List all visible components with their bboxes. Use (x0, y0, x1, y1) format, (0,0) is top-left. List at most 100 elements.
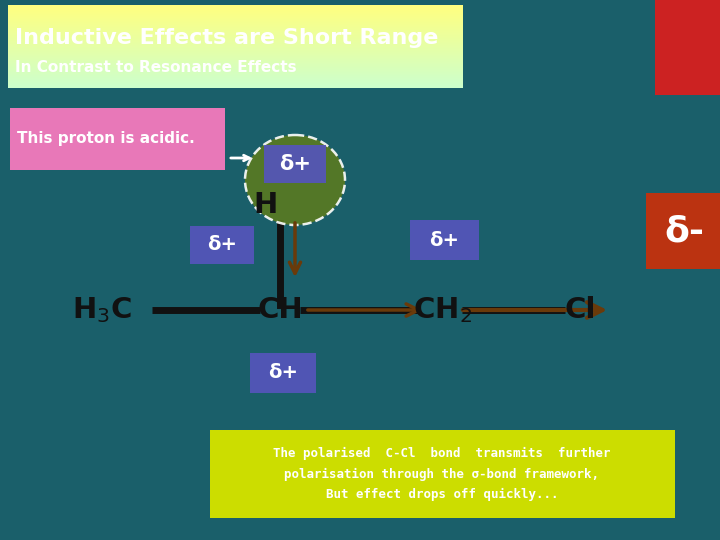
Text: δ+: δ+ (268, 363, 298, 382)
FancyBboxPatch shape (8, 27, 463, 28)
FancyBboxPatch shape (8, 75, 463, 76)
FancyBboxPatch shape (8, 14, 463, 15)
FancyBboxPatch shape (8, 9, 463, 10)
FancyBboxPatch shape (8, 59, 463, 60)
FancyBboxPatch shape (8, 77, 463, 78)
FancyBboxPatch shape (8, 46, 463, 47)
FancyBboxPatch shape (8, 85, 463, 86)
FancyBboxPatch shape (8, 63, 463, 64)
FancyBboxPatch shape (8, 55, 463, 56)
Text: CH: CH (257, 296, 303, 324)
FancyBboxPatch shape (8, 33, 463, 34)
FancyBboxPatch shape (8, 32, 463, 33)
FancyBboxPatch shape (8, 53, 463, 54)
FancyBboxPatch shape (8, 68, 463, 69)
FancyBboxPatch shape (8, 71, 463, 72)
FancyBboxPatch shape (8, 47, 463, 48)
FancyBboxPatch shape (8, 15, 463, 16)
FancyBboxPatch shape (8, 29, 463, 30)
FancyBboxPatch shape (8, 12, 463, 13)
FancyBboxPatch shape (10, 108, 225, 170)
FancyBboxPatch shape (8, 64, 463, 65)
FancyBboxPatch shape (8, 84, 463, 85)
FancyBboxPatch shape (8, 34, 463, 35)
Text: Cl: Cl (564, 296, 595, 324)
FancyBboxPatch shape (8, 82, 463, 83)
FancyBboxPatch shape (8, 25, 463, 26)
FancyBboxPatch shape (8, 10, 463, 11)
FancyBboxPatch shape (8, 83, 463, 84)
FancyBboxPatch shape (8, 80, 463, 81)
FancyBboxPatch shape (8, 31, 463, 32)
FancyBboxPatch shape (8, 51, 463, 52)
FancyBboxPatch shape (8, 19, 463, 20)
FancyBboxPatch shape (8, 78, 463, 79)
Text: CH$_2$: CH$_2$ (413, 295, 472, 325)
FancyBboxPatch shape (8, 81, 463, 82)
Text: H: H (254, 191, 278, 219)
FancyBboxPatch shape (410, 220, 479, 260)
FancyBboxPatch shape (8, 49, 463, 50)
Text: Inductive Effects are Short Range: Inductive Effects are Short Range (15, 28, 438, 48)
Text: δ+: δ+ (279, 154, 311, 174)
FancyBboxPatch shape (8, 22, 463, 23)
FancyBboxPatch shape (8, 5, 463, 6)
FancyBboxPatch shape (8, 40, 463, 41)
FancyBboxPatch shape (655, 0, 720, 95)
FancyBboxPatch shape (8, 57, 463, 58)
FancyBboxPatch shape (8, 52, 463, 53)
FancyBboxPatch shape (8, 73, 463, 74)
FancyBboxPatch shape (8, 54, 463, 55)
FancyBboxPatch shape (8, 45, 463, 46)
FancyBboxPatch shape (8, 35, 463, 36)
FancyBboxPatch shape (8, 60, 463, 61)
FancyBboxPatch shape (8, 58, 463, 59)
Text: In Contrast to Resonance Effects: In Contrast to Resonance Effects (15, 60, 297, 76)
FancyBboxPatch shape (190, 226, 254, 264)
FancyBboxPatch shape (8, 36, 463, 37)
FancyBboxPatch shape (8, 42, 463, 43)
Text: δ-: δ- (664, 214, 704, 248)
FancyBboxPatch shape (8, 6, 463, 7)
FancyBboxPatch shape (8, 18, 463, 19)
FancyBboxPatch shape (8, 48, 463, 49)
FancyBboxPatch shape (8, 38, 463, 39)
FancyBboxPatch shape (8, 67, 463, 68)
Text: This proton is acidic.: This proton is acidic. (17, 132, 194, 146)
FancyBboxPatch shape (8, 65, 463, 66)
FancyBboxPatch shape (8, 72, 463, 73)
FancyBboxPatch shape (8, 28, 463, 29)
FancyBboxPatch shape (8, 76, 463, 77)
Text: δ+: δ+ (429, 231, 459, 249)
FancyBboxPatch shape (264, 145, 326, 183)
FancyBboxPatch shape (8, 79, 463, 80)
Text: The polarised  C-Cl  bond  transmits  further
polarisation through the σ-bond fr: The polarised C-Cl bond transmits furthe… (274, 447, 611, 501)
FancyBboxPatch shape (8, 50, 463, 51)
FancyBboxPatch shape (8, 44, 463, 45)
FancyBboxPatch shape (8, 17, 463, 18)
FancyBboxPatch shape (8, 66, 463, 67)
FancyBboxPatch shape (250, 353, 316, 393)
FancyBboxPatch shape (8, 21, 463, 22)
FancyBboxPatch shape (8, 16, 463, 17)
FancyBboxPatch shape (8, 24, 463, 25)
FancyBboxPatch shape (646, 193, 720, 269)
FancyBboxPatch shape (8, 8, 463, 9)
Text: H$_3$C: H$_3$C (72, 295, 132, 325)
FancyBboxPatch shape (8, 56, 463, 57)
FancyBboxPatch shape (8, 61, 463, 62)
FancyBboxPatch shape (8, 30, 463, 31)
FancyBboxPatch shape (210, 430, 675, 518)
FancyBboxPatch shape (8, 13, 463, 14)
FancyBboxPatch shape (8, 11, 463, 12)
FancyBboxPatch shape (8, 87, 463, 88)
FancyBboxPatch shape (8, 26, 463, 27)
FancyBboxPatch shape (8, 37, 463, 38)
FancyBboxPatch shape (8, 7, 463, 8)
FancyBboxPatch shape (8, 41, 463, 42)
FancyBboxPatch shape (8, 86, 463, 87)
FancyBboxPatch shape (8, 20, 463, 21)
FancyBboxPatch shape (8, 23, 463, 24)
FancyBboxPatch shape (8, 70, 463, 71)
Ellipse shape (245, 135, 345, 225)
